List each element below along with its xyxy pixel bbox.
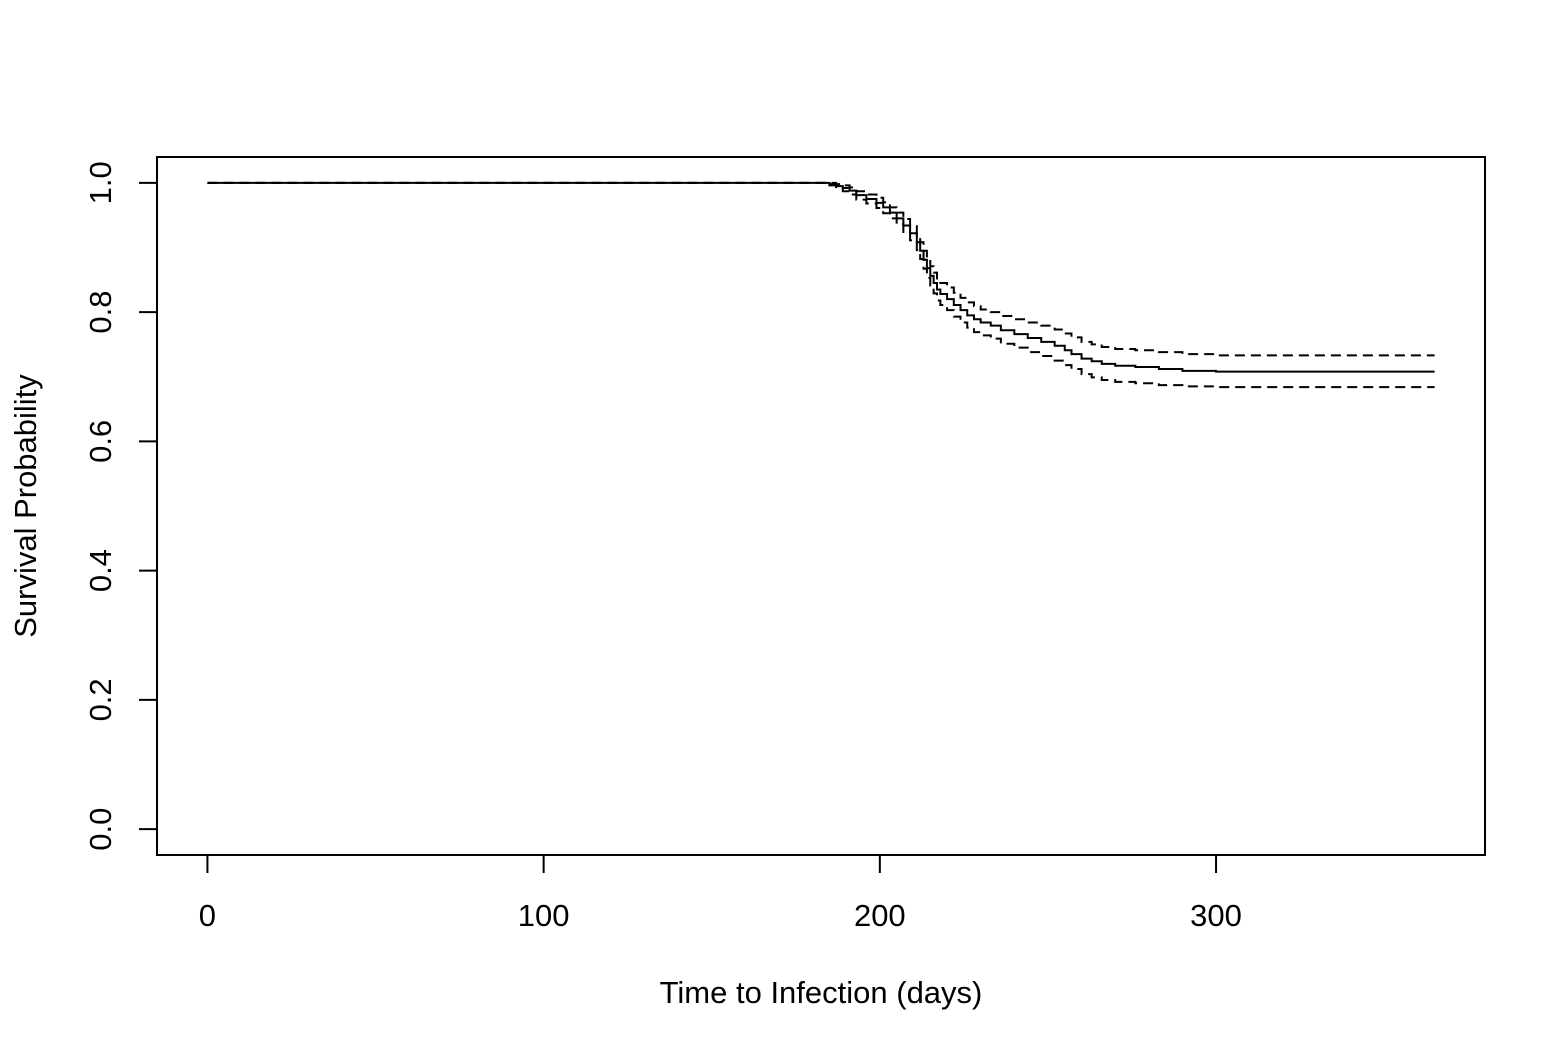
upper-confidence-line — [207, 181, 1435, 357]
x-tick-label: 200 — [854, 898, 906, 933]
x-axis-title: Time to Infection (days) — [660, 975, 983, 1010]
y-tick-label: 0.6 — [83, 420, 118, 463]
x-tick-label: 0 — [199, 898, 216, 933]
y-tick-label: 0.8 — [83, 291, 118, 334]
survival-estimate-line — [207, 181, 1435, 373]
survival-curves — [207, 181, 1435, 389]
y-tick-label: 0.2 — [83, 678, 118, 721]
lower-confidence-line — [207, 181, 1435, 389]
y-tick-label: 0.0 — [83, 808, 118, 851]
y-tick-label: 0.4 — [83, 549, 118, 592]
x-tick-label: 100 — [518, 898, 570, 933]
x-tick-label: 300 — [1190, 898, 1242, 933]
y-axis-title: Survival Probability — [8, 374, 43, 638]
y-axis: 0.0 0.2 0.4 0.6 0.8 1.0 — [83, 161, 158, 851]
y-tick-label: 1.0 — [83, 161, 118, 204]
x-axis: 0 100 200 300 — [199, 854, 1242, 933]
